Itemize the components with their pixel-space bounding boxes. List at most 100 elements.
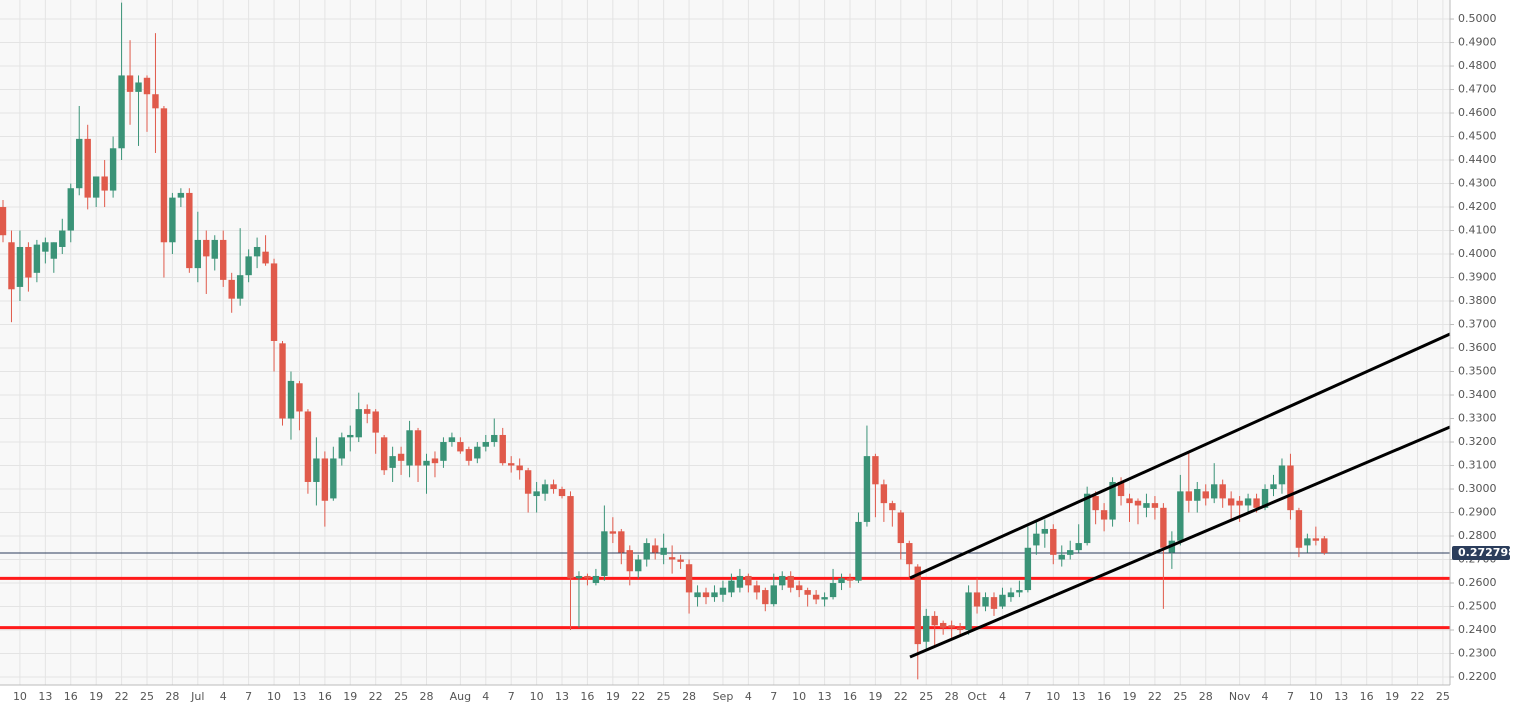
candle-body <box>1304 538 1311 546</box>
x-tick-label: 19 <box>606 690 620 703</box>
candle-body <box>1244 498 1252 506</box>
candle-body <box>812 594 820 600</box>
candle-body <box>643 543 650 560</box>
candle-body <box>1100 510 1108 520</box>
x-tick-label: 25 <box>919 690 933 703</box>
candle-body <box>948 625 955 628</box>
y-tick-label: 0.2800 <box>1458 529 1497 542</box>
y-tick-label: 0.2400 <box>1458 623 1497 636</box>
x-tick-label: 10 <box>1046 690 1060 703</box>
candle-body <box>694 592 701 598</box>
candle-body <box>838 578 845 584</box>
x-tick-label: 13 <box>38 690 52 703</box>
y-tick-label: 0.4100 <box>1458 224 1497 237</box>
candle-body <box>965 592 972 631</box>
y-tick-label: 0.3800 <box>1458 294 1497 307</box>
candle-body <box>618 531 625 553</box>
trend-line <box>909 332 1451 580</box>
y-tick-label: 0.2900 <box>1458 506 1497 519</box>
candle-body <box>1253 498 1260 508</box>
y-tick-label: 0.3700 <box>1458 318 1497 331</box>
candle-body <box>42 242 49 252</box>
x-tick-label: 22 <box>369 690 383 703</box>
candle-body <box>194 239 202 269</box>
candle-body <box>1261 489 1269 508</box>
candle-body <box>973 592 981 607</box>
y-tick-label: 0.3600 <box>1458 341 1497 354</box>
candle-body <box>651 545 659 553</box>
candle-body <box>186 192 193 269</box>
x-tick-label: 28 <box>165 690 179 703</box>
candle-body <box>118 75 125 149</box>
candle-body <box>711 592 718 598</box>
candle-body <box>8 242 15 290</box>
candles <box>0 2 1328 680</box>
candle-body <box>1033 533 1040 546</box>
grid <box>0 0 1450 685</box>
candle-body <box>169 197 176 243</box>
candle-body <box>719 587 727 595</box>
candle-body <box>321 458 329 501</box>
y-tick-label: 0.4200 <box>1458 200 1497 213</box>
y-tick-label: 0.4700 <box>1458 83 1497 96</box>
candle-body <box>372 411 379 433</box>
x-tick-label: 28 <box>682 690 696 703</box>
x-tick-label: 4 <box>482 690 489 703</box>
x-tick-label: 19 <box>1385 690 1399 703</box>
x-tick-label: 7 <box>1287 690 1294 703</box>
y-tick-label: 0.2500 <box>1458 600 1497 613</box>
candle-body <box>982 597 989 607</box>
candle-body <box>1295 510 1303 548</box>
x-tick-label: 16 <box>1360 690 1374 703</box>
y-tick-label: 0.4600 <box>1458 106 1497 119</box>
x-tick-label: 7 <box>508 690 515 703</box>
candle-body <box>626 550 633 572</box>
x-tick-label: 28 <box>420 690 434 703</box>
candle-body <box>745 575 752 586</box>
candle-body <box>304 411 312 482</box>
candle-body <box>956 627 964 631</box>
candle-body <box>1270 484 1277 490</box>
candle-body <box>1160 507 1167 548</box>
x-tick-label: 25 <box>657 690 671 703</box>
candle-body <box>931 615 938 626</box>
candle-body <box>1016 590 1023 593</box>
candle-body <box>923 615 930 642</box>
y-tick-label: 0.4000 <box>1458 247 1497 260</box>
x-tick-label: 10 <box>530 690 544 703</box>
candle-body <box>389 456 396 468</box>
x-tick-label: 22 <box>115 690 129 703</box>
candle-body <box>482 442 489 447</box>
candle-body <box>1287 465 1294 511</box>
y-tick-label: 0.3500 <box>1458 365 1497 378</box>
candle-body <box>203 239 210 257</box>
candle-body <box>1083 493 1091 544</box>
y-tick-label: 0.3000 <box>1458 482 1497 495</box>
candle-body <box>516 465 523 471</box>
candle-body <box>1211 484 1218 499</box>
candle-body <box>990 597 998 609</box>
x-tick-label: 10 <box>267 690 281 703</box>
candle-body <box>465 449 473 461</box>
x-tick-label: 4 <box>1262 690 1269 703</box>
candle-body <box>1092 496 1099 511</box>
candle-body <box>126 75 134 92</box>
candle-body <box>779 575 786 586</box>
x-tick-label: 4 <box>220 690 227 703</box>
x-tick-label: 19 <box>1123 690 1137 703</box>
candle-body <box>431 458 439 464</box>
candle-body <box>1312 538 1320 541</box>
x-tick-label: 13 <box>1072 690 1086 703</box>
y-tick-label: 0.4800 <box>1458 59 1497 72</box>
candle-body <box>821 597 828 600</box>
candle-body <box>76 138 83 189</box>
x-tick-label: 22 <box>1148 690 1162 703</box>
candle-body <box>423 460 430 466</box>
candle-body <box>1126 498 1133 504</box>
candle-body <box>457 442 464 452</box>
x-tick-label: 28 <box>945 690 959 703</box>
candle-body <box>770 585 777 605</box>
candle-body <box>355 409 362 438</box>
candle-body <box>1067 550 1074 555</box>
candle-body <box>1177 491 1184 541</box>
